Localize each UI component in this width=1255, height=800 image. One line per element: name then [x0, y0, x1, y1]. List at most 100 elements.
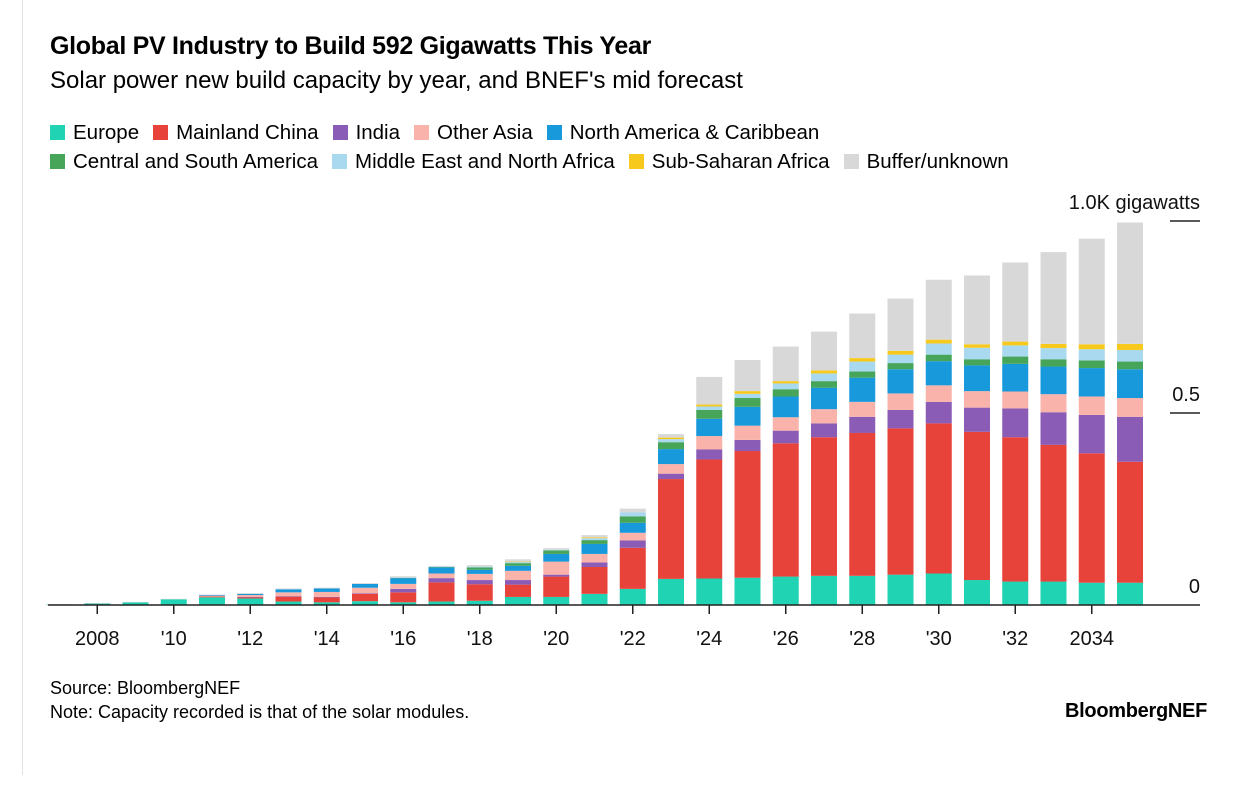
bar-segment-buffer-unknown [1078, 238, 1105, 345]
bar-segment-europe [849, 575, 876, 605]
bar-segment-other-asia [811, 409, 837, 424]
bar-segment-north-america-caribbean [1040, 366, 1067, 395]
bar-segment-other-asia [428, 573, 455, 579]
bar-segment-central-and-south-america [887, 363, 914, 370]
bar-segment-other-asia [352, 587, 378, 594]
bar-segment-other-asia [1002, 391, 1029, 409]
legend-swatch [843, 154, 859, 169]
bar-segment-india [543, 574, 570, 577]
bar-segment-buffer-unknown [466, 565, 493, 567]
bar-segment-sub-saharan-africa [1117, 343, 1143, 351]
bar-segment-central-and-south-america [1078, 360, 1105, 369]
bar-segment-other-asia [581, 553, 608, 563]
bar-segment-europe [658, 578, 684, 605]
bar-segment-mainland-china [466, 584, 493, 601]
bar-segment-buffer-unknown [1040, 252, 1067, 344]
bar-segment-mainland-china [275, 596, 302, 602]
bar-segment-mainland-china [313, 597, 340, 603]
x-tick-label: 2008 [75, 628, 120, 650]
bar-segment-mainland-china [887, 428, 914, 575]
bar-segment-middle-east-and-north-africa [581, 538, 608, 541]
bar-segment-india [619, 540, 646, 548]
legend-swatch [50, 125, 65, 140]
bar-segment-india [1002, 408, 1029, 438]
legend-label: Other Asia [437, 120, 533, 144]
left-divider [22, 0, 23, 775]
bar-segment-europe [1002, 581, 1029, 605]
bar-segment-middle-east-and-north-africa [543, 549, 570, 551]
bar-segment-buffer-unknown [505, 559, 531, 562]
bar-segment-mainland-china [849, 432, 876, 576]
legend-item: Middle East and North Africa [332, 150, 615, 174]
bar-segment-middle-east-and-north-africa [619, 512, 646, 517]
bar-segment-mainland-china [696, 459, 723, 579]
bar-segment-other-asia [313, 591, 340, 597]
bar-segment-mainland-china [619, 547, 646, 589]
bar-segment-other-asia [849, 401, 876, 417]
y-tick-label: 0.5 [1172, 384, 1200, 406]
bar-segment-india [964, 407, 990, 432]
legend-item: Other Asia [414, 121, 533, 145]
bar-segment-india [390, 588, 417, 593]
bar-segment-middle-east-and-north-africa [1078, 349, 1105, 361]
legend-label: Europe [73, 120, 140, 144]
x-tick-label: '20 [543, 628, 569, 650]
x-tick-label: '14 [314, 628, 340, 650]
bar-segment-north-america-caribbean [811, 387, 837, 410]
bar-segment-europe [581, 593, 608, 605]
bar-segment-middle-east-and-north-africa [505, 561, 531, 564]
bar-segment-europe [237, 598, 264, 605]
bar-segment-other-asia [543, 561, 570, 575]
bar-segment-buffer-unknown [696, 376, 723, 405]
bar-segment-india [428, 578, 455, 583]
bar-segment-india [925, 401, 952, 424]
x-tick-label: '18 [467, 628, 493, 650]
legend-item: Buffer/unknown [843, 150, 1009, 174]
chart-subtitle: Solar power new build capacity by year, … [50, 67, 743, 94]
bar-segment-other-asia [734, 425, 761, 440]
bar-segment-other-asia [772, 417, 799, 431]
bar-segment-central-and-south-america [964, 359, 990, 366]
bar-segment-central-and-south-america [1040, 359, 1067, 367]
bar-segment-other-asia [390, 583, 417, 589]
bar-segment-europe [964, 580, 990, 605]
legend-swatch [153, 125, 169, 140]
bar-segment-buffer-unknown [964, 275, 990, 345]
chart-title: Global PV Industry to Build 592 Gigawatt… [50, 32, 652, 60]
bar-segment-central-and-south-america [925, 354, 952, 362]
bar-segment-middle-east-and-north-africa [1040, 348, 1067, 360]
bar-segment-other-asia [275, 592, 302, 597]
bar-segment-mainland-china [237, 597, 264, 599]
bar-segment-india [887, 409, 914, 429]
bar-segment-india [696, 449, 723, 460]
bar-segment-other-asia [964, 391, 990, 408]
x-tick-label: '30 [926, 628, 952, 650]
bar-segment-buffer-unknown [772, 346, 799, 382]
bar-segment-buffer-unknown [543, 548, 570, 550]
bar-segment-india [505, 580, 531, 585]
bar-segment-india [1117, 416, 1143, 462]
bar-segment-other-asia [887, 393, 914, 410]
bar-segment-europe [696, 578, 723, 605]
bar-segment-other-asia [1117, 398, 1143, 417]
bar-segment-middle-east-and-north-africa [1117, 350, 1143, 362]
bar-segment-europe [1078, 582, 1105, 605]
bar-segment-europe [543, 596, 570, 605]
bar-segment-sub-saharan-africa [1040, 343, 1067, 349]
bar-segment-mainland-china [199, 596, 225, 598]
bar-segment-buffer-unknown [849, 313, 876, 359]
bar-segment-buffer-unknown [811, 331, 837, 371]
bar-segment-other-asia [619, 532, 646, 541]
bar-segment-north-america-caribbean [658, 449, 684, 465]
bar-segment-central-and-south-america [1117, 361, 1143, 370]
bar-segment-middle-east-and-north-africa [466, 566, 493, 568]
bar-segment-north-america-caribbean [887, 369, 914, 394]
bar-segment-middle-east-and-north-africa [772, 383, 799, 390]
bar-segment-other-asia [658, 464, 684, 474]
bar-segment-europe [505, 596, 531, 605]
bar-segment-central-and-south-america [658, 442, 684, 450]
bar-segment-mainland-china [1078, 453, 1105, 583]
bar-segment-europe [390, 602, 417, 605]
legend-item: Central and South America [50, 150, 318, 174]
bar-segment-north-america-caribbean [964, 365, 990, 392]
